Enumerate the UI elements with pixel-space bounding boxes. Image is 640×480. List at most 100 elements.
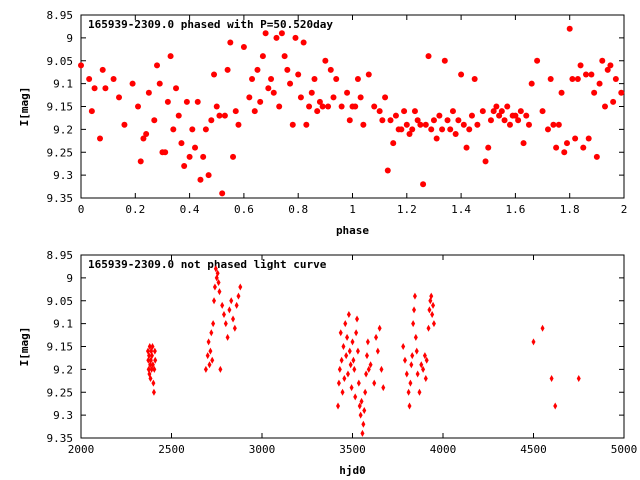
data-point (202, 126, 209, 133)
data-point (215, 269, 220, 277)
data-point (205, 172, 212, 179)
data-point (276, 103, 283, 110)
data-point (593, 153, 600, 160)
data-point (377, 324, 382, 332)
data-point (338, 329, 343, 337)
data-point (412, 292, 417, 300)
data-point (355, 347, 360, 355)
data-point (205, 352, 210, 360)
data-point (474, 121, 481, 128)
data-point (357, 94, 364, 101)
data-point (531, 338, 536, 346)
data-point (352, 365, 357, 373)
data-point (88, 108, 95, 115)
y-tick-label: 9.35 (47, 432, 74, 445)
data-point (411, 320, 416, 328)
data-point (311, 76, 318, 83)
data-point (197, 176, 204, 183)
y-axis-label: I[mag] (18, 327, 31, 367)
x-tick-label: 4500 (520, 443, 547, 456)
data-point (175, 112, 182, 119)
data-point (525, 121, 532, 128)
data-point (544, 126, 551, 133)
data-point (364, 370, 369, 378)
data-point (523, 112, 530, 119)
data-point (135, 103, 142, 110)
x-tick-label: 1.2 (397, 203, 417, 216)
data-point (547, 76, 554, 83)
data-point (314, 108, 321, 115)
data-point (306, 103, 313, 110)
data-point (426, 324, 431, 332)
data-point (415, 370, 420, 378)
data-point (209, 329, 214, 337)
data-point (463, 144, 470, 151)
data-point (582, 71, 589, 78)
data-point (506, 121, 513, 128)
data-point (281, 53, 288, 60)
data-point (372, 379, 377, 387)
data-point (208, 347, 213, 355)
data-point (428, 126, 435, 133)
data-point (212, 297, 217, 305)
y-tick-label: 9.3 (53, 409, 73, 422)
data-point (346, 117, 353, 124)
data-point (376, 108, 383, 115)
data-point (407, 402, 412, 410)
data-point (210, 356, 215, 364)
data-point (265, 85, 272, 92)
data-point (319, 103, 326, 110)
data-point (485, 144, 492, 151)
data-point (572, 135, 579, 142)
data-point (412, 306, 417, 314)
data-point (471, 76, 478, 83)
data-point (339, 356, 344, 364)
data-point (379, 365, 384, 373)
data-point (596, 80, 603, 87)
data-point (147, 352, 152, 360)
y-tick-label: 9.25 (47, 386, 74, 399)
data-point (347, 347, 352, 355)
data-point (374, 333, 379, 341)
y-tick-label: 9.2 (53, 363, 73, 376)
data-point (406, 388, 411, 396)
data-point (330, 94, 337, 101)
y-tick-label: 9.15 (47, 101, 74, 114)
data-point (189, 126, 196, 133)
data-point (218, 365, 223, 373)
x-axis-label: phase (336, 224, 369, 237)
data-point (344, 89, 351, 96)
data-point (268, 76, 275, 83)
data-point (227, 306, 232, 314)
x-tick-label: 5000 (611, 443, 638, 456)
data-point (102, 85, 109, 92)
data-point (316, 98, 323, 105)
data-point (143, 130, 150, 137)
data-point (230, 153, 237, 160)
data-point (216, 278, 221, 286)
data-point (156, 80, 163, 87)
data-point (360, 121, 367, 128)
data-point (540, 324, 545, 332)
data-point (574, 76, 581, 83)
data-point (147, 343, 152, 350)
data-point (345, 333, 350, 341)
data-point (479, 108, 486, 115)
data-point (430, 310, 435, 318)
data-point (270, 89, 277, 96)
data-point (338, 103, 345, 110)
data-point (365, 71, 372, 78)
data-point (234, 301, 239, 309)
data-point (342, 375, 347, 383)
data-point (137, 158, 144, 165)
data-point (219, 190, 226, 197)
data-point (539, 108, 546, 115)
data-point (414, 347, 419, 355)
data-point (515, 117, 522, 124)
data-point (357, 402, 362, 410)
data-point (236, 292, 241, 300)
data-point (401, 108, 408, 115)
data-point (553, 402, 558, 410)
data-point (303, 121, 310, 128)
